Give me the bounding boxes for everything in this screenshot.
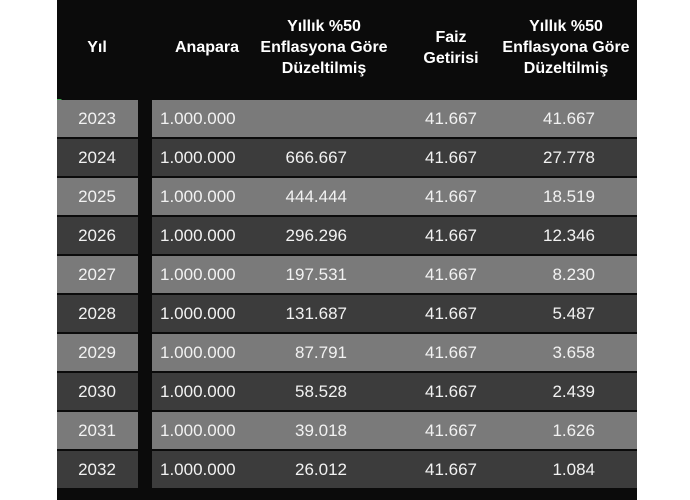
cell-adjusted-principal: 39.018 bbox=[295, 421, 347, 440]
cell-principal: 1.000.000 bbox=[160, 304, 236, 323]
row-band bbox=[57, 217, 138, 254]
cell-year: 2027 bbox=[78, 265, 116, 284]
row-band bbox=[57, 295, 138, 332]
row-band bbox=[57, 178, 138, 215]
row-band bbox=[412, 256, 637, 293]
cell-interest: 41.667 bbox=[425, 148, 477, 167]
cell-year: 2025 bbox=[78, 187, 116, 206]
cell-year: 2023 bbox=[78, 109, 116, 128]
cell-principal: 1.000.000 bbox=[160, 382, 236, 401]
cell-adjusted-interest: 5.487 bbox=[552, 304, 595, 323]
cell-interest: 41.667 bbox=[425, 265, 477, 284]
row-band bbox=[412, 373, 637, 410]
table-row: 2032 1.000.000 26.012 41.667 1.084 bbox=[57, 451, 637, 488]
row-band bbox=[412, 451, 637, 488]
table-row: 2024 1.000.000 666.667 41.667 27.778 bbox=[57, 139, 637, 176]
cell-adjusted-principal: 26.012 bbox=[295, 460, 347, 479]
cell-adjusted-principal: 131.687 bbox=[285, 304, 347, 323]
cell-interest: 41.667 bbox=[425, 226, 477, 245]
row-band bbox=[152, 178, 412, 215]
cell-principal: 1.000.000 bbox=[160, 109, 236, 128]
table-row: 2026 1.000.000 296.296 41.667 12.346 bbox=[57, 217, 637, 254]
cell-year: 2029 bbox=[78, 343, 116, 362]
cell-interest: 41.667 bbox=[425, 187, 477, 206]
table-row: 2030 1.000.000 58.528 41.667 2.439 bbox=[57, 373, 637, 410]
row-band bbox=[152, 412, 412, 449]
row-band bbox=[412, 217, 637, 254]
row-band bbox=[57, 451, 138, 488]
row-band bbox=[412, 100, 637, 137]
cell-adjusted-principal: 296.296 bbox=[285, 226, 347, 245]
row-band bbox=[57, 373, 138, 410]
cell-adjusted-interest: 27.778 bbox=[543, 148, 595, 167]
cell-principal: 1.000.000 bbox=[160, 343, 236, 362]
row-band bbox=[152, 451, 412, 488]
cell-year: 2026 bbox=[78, 226, 116, 245]
header-interest: Faiz Getirisi bbox=[423, 29, 479, 67]
cell-adjusted-interest: 12.346 bbox=[543, 226, 595, 245]
row-band bbox=[412, 295, 637, 332]
cell-principal: 1.000.000 bbox=[160, 187, 236, 206]
cell-year: 2032 bbox=[78, 460, 116, 479]
row-band bbox=[57, 256, 138, 293]
table-row: 2027 1.000.000 197.531 41.667 8.230 bbox=[57, 256, 637, 293]
cell-adjusted-interest: 3.658 bbox=[552, 343, 595, 362]
cell-interest: 41.667 bbox=[425, 109, 477, 128]
row-band bbox=[412, 412, 637, 449]
row-band bbox=[412, 334, 637, 371]
row-band bbox=[152, 139, 412, 176]
cell-adjusted-interest: 1.626 bbox=[552, 421, 595, 440]
cell-adjusted-principal bbox=[255, 100, 347, 137]
cell-year: 2028 bbox=[78, 304, 116, 323]
table-row: 2031 1.000.000 39.018 41.667 1.626 bbox=[57, 412, 637, 449]
cell-interest: 41.667 bbox=[425, 421, 477, 440]
cell-adjusted-interest: 8.230 bbox=[552, 265, 595, 284]
row-band bbox=[152, 373, 412, 410]
cell-adjusted-interest: 1.084 bbox=[552, 460, 595, 479]
cell-interest: 41.667 bbox=[425, 343, 477, 362]
cell-principal: 1.000.000 bbox=[160, 265, 236, 284]
row-band bbox=[152, 256, 412, 293]
row-band bbox=[412, 139, 637, 176]
row-band bbox=[152, 217, 412, 254]
cell-interest: 41.667 bbox=[425, 304, 477, 323]
row-band bbox=[152, 334, 412, 371]
cell-year: 2031 bbox=[78, 421, 116, 440]
cell-year: 2024 bbox=[78, 148, 116, 167]
cell-principal: 1.000.000 bbox=[160, 148, 236, 167]
cell-adjusted-interest: 18.519 bbox=[543, 187, 595, 206]
table-row: 2025 1.000.000 444.444 41.667 18.519 bbox=[57, 178, 637, 215]
cell-principal: 1.000.000 bbox=[160, 226, 236, 245]
cell-principal: 1.000.000 bbox=[160, 460, 236, 479]
header-adjusted-interest: Yıllık %50 Enflasyona Göre Düzeltilmiş bbox=[502, 18, 630, 77]
row-band bbox=[152, 295, 412, 332]
table-row: 2029 1.000.000 87.791 41.667 3.658 bbox=[57, 334, 637, 371]
row-band bbox=[57, 139, 138, 176]
cell-adjusted-principal: 58.528 bbox=[295, 382, 347, 401]
row-band bbox=[57, 334, 138, 371]
cell-year: 2030 bbox=[78, 382, 116, 401]
header-principal: Anapara bbox=[174, 39, 240, 56]
table-row: 2023 1.000.000 41.667 41.667 bbox=[57, 100, 637, 137]
row-band bbox=[412, 178, 637, 215]
header-year: Yıl bbox=[87, 39, 107, 56]
cell-adjusted-interest: 41.667 bbox=[543, 109, 595, 128]
cell-adjusted-principal: 87.791 bbox=[295, 343, 347, 362]
row-band bbox=[57, 412, 138, 449]
cell-interest: 41.667 bbox=[425, 460, 477, 479]
cell-adjusted-principal: 197.531 bbox=[285, 265, 347, 284]
row-band bbox=[57, 100, 138, 137]
row-band bbox=[152, 100, 412, 137]
header-adjusted-principal: Yıllık %50 Enflasyona Göre Düzeltilmiş bbox=[260, 18, 388, 77]
cell-principal: 1.000.000 bbox=[160, 421, 236, 440]
cell-adjusted-principal: 666.667 bbox=[285, 148, 347, 167]
cell-interest: 41.667 bbox=[425, 382, 477, 401]
table-row: 2028 1.000.000 131.687 41.667 5.487 bbox=[57, 295, 637, 332]
cell-adjusted-interest: 2.439 bbox=[552, 382, 595, 401]
cell-adjusted-principal: 444.444 bbox=[285, 187, 347, 206]
